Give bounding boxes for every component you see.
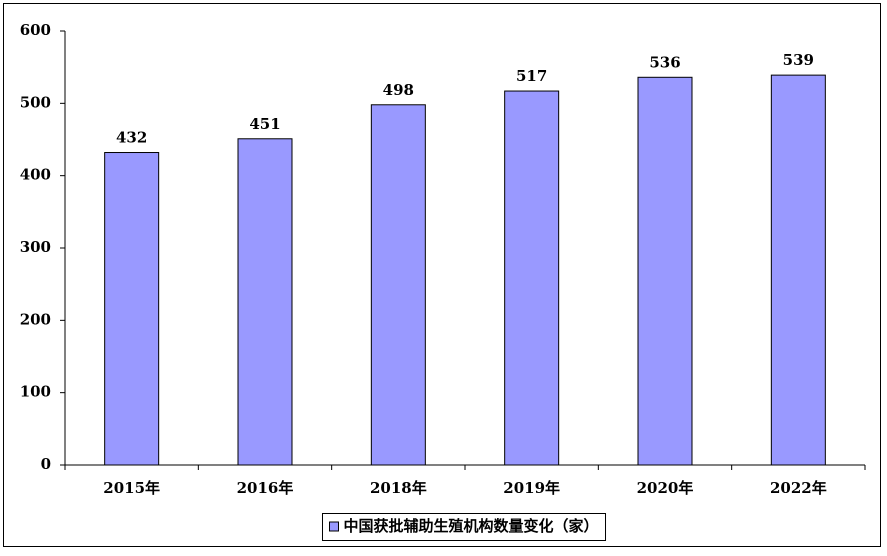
bar (237, 138, 293, 466)
bar (637, 76, 693, 466)
y-tick-label: 400 (20, 166, 51, 184)
y-tick-label: 600 (20, 21, 51, 39)
y-tick-label: 0 (41, 455, 51, 473)
y-tick-label: 100 (20, 383, 51, 401)
data-label: 517 (516, 67, 547, 85)
x-tick-label: 2015年 (103, 479, 160, 497)
data-label: 539 (783, 51, 814, 69)
x-tick-label: 2020年 (637, 479, 694, 497)
bar (770, 74, 826, 466)
x-tick-label: 2016年 (237, 479, 294, 497)
data-label: 536 (649, 53, 680, 71)
bar (370, 104, 426, 466)
bar (104, 152, 160, 466)
data-label: 498 (383, 81, 414, 99)
bar (504, 90, 560, 466)
data-label: 432 (116, 129, 147, 147)
legend-box (321, 513, 607, 541)
data-label: 451 (249, 115, 280, 133)
y-tick-label: 300 (20, 238, 51, 256)
y-tick-label: 500 (20, 93, 51, 111)
legend-swatch (328, 521, 339, 532)
x-tick-label: 2022年 (770, 479, 827, 497)
x-tick-label: 2018年 (370, 479, 427, 497)
y-tick-label: 200 (20, 310, 51, 328)
x-tick-label: 2019年 (503, 479, 560, 497)
legend-label: 中国获批辅助生殖机构数量变化（家） (343, 517, 598, 535)
